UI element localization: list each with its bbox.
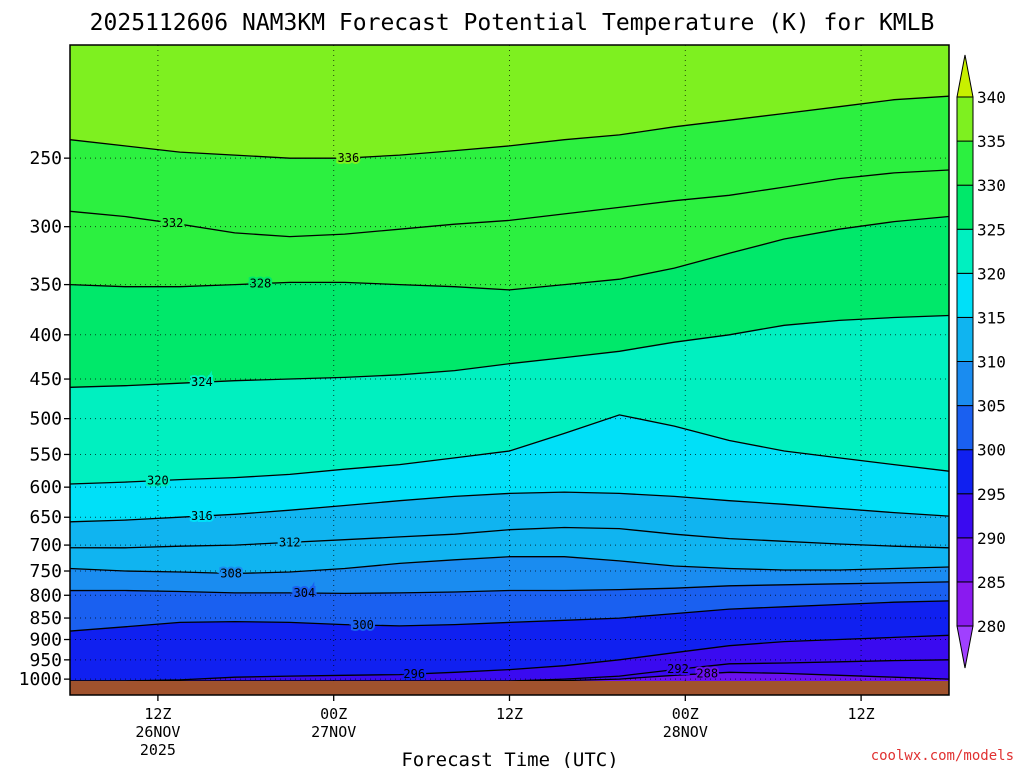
isentrope-308 xyxy=(70,556,949,575)
y-tick-label: 700 xyxy=(29,535,62,556)
colorbar-label: 335 xyxy=(977,132,1006,151)
colorbar-bin xyxy=(956,316,974,362)
isentrope-label: 300 xyxy=(352,618,374,632)
colorbar-label: 300 xyxy=(977,441,1006,460)
layer-fills xyxy=(70,96,949,681)
grid xyxy=(70,45,949,681)
x-tick-label: 00Z xyxy=(672,705,699,723)
x-tick-label: 00Z xyxy=(320,705,347,723)
x-tick-label: 2025 xyxy=(140,741,176,759)
isentrope-label: 316 xyxy=(191,509,213,523)
colorbar-label: 315 xyxy=(977,308,1006,327)
x-tick-label: 27NOV xyxy=(311,723,356,741)
y-tick-label: 400 xyxy=(29,325,62,346)
colorbar-label: 280 xyxy=(977,617,1006,636)
isentrope-label: 288 xyxy=(696,667,718,681)
credit-text: coolwx.com/models xyxy=(871,748,1014,764)
isentrope-312 xyxy=(70,526,949,549)
isentrope-label: 296 xyxy=(403,667,425,681)
colorbar: 280 285 290 295 300 305 310 315 320 325 330 335 340 xyxy=(956,54,1006,669)
isentrope-288 xyxy=(70,671,949,681)
colorbar-bin xyxy=(956,537,974,583)
isentrope-label: 332 xyxy=(162,216,184,230)
isentrope-292 xyxy=(70,659,949,681)
isentrope-label: 304 xyxy=(294,586,316,600)
y-tick-label: 500 xyxy=(29,409,62,430)
isentrope-320 xyxy=(70,414,949,485)
isentrope-300 xyxy=(70,600,949,632)
colorbar-bin xyxy=(956,361,974,407)
y-tick-label: 350 xyxy=(29,275,62,296)
ground-strip xyxy=(70,681,949,695)
isentrope-316 xyxy=(70,491,949,523)
x-tick-label: 12Z xyxy=(496,705,523,723)
y-tick-label: 850 xyxy=(29,608,62,629)
colorbar-bin xyxy=(956,581,974,627)
y-tick-label: 750 xyxy=(29,561,62,582)
x-tick-label: 12Z xyxy=(144,705,171,723)
y-tick-label: 900 xyxy=(29,630,62,651)
y-axis: 2503003504004505005506006507007508008509… xyxy=(19,148,70,690)
colorbar-label: 325 xyxy=(977,220,1006,239)
colorbar-label: 340 xyxy=(977,88,1006,107)
isentrope-label: 308 xyxy=(220,566,242,580)
y-tick-label: 650 xyxy=(29,507,62,528)
isentrope-label: 312 xyxy=(279,535,301,549)
x-tick-label: 28NOV xyxy=(663,723,708,741)
isentrope-label: 336 xyxy=(338,151,360,165)
colorbar-label: 305 xyxy=(977,397,1006,416)
colorbar-bin xyxy=(956,449,974,495)
colorbar-arrow-high xyxy=(956,54,974,98)
x-tick-label: 26NOV xyxy=(135,723,180,741)
y-tick-label: 550 xyxy=(29,444,62,465)
colorbar-label: 330 xyxy=(977,176,1006,195)
layer-fill xyxy=(70,672,949,681)
colorbar-label: 290 xyxy=(977,529,1006,548)
y-tick-label: 950 xyxy=(29,650,62,671)
isentrope-324 xyxy=(70,314,949,388)
colorbar-bin xyxy=(956,228,974,274)
colorbar-bin xyxy=(956,493,974,539)
chart-title: 2025112606 NAM3KM Forecast Potential Tem… xyxy=(90,10,935,36)
isentrope-296 xyxy=(70,634,949,681)
y-tick-label: 1000 xyxy=(19,669,62,690)
isentrope-label: 328 xyxy=(250,277,272,291)
x-axis-label: Forecast Time (UTC) xyxy=(401,749,618,768)
colorbar-bin xyxy=(956,96,974,142)
colorbar-label: 295 xyxy=(977,485,1006,504)
colorbar-label: 320 xyxy=(977,264,1006,283)
colorbar-bin xyxy=(956,140,974,186)
y-tick-label: 600 xyxy=(29,477,62,498)
x-tick-label: 12Z xyxy=(848,705,875,723)
isentrope-328 xyxy=(70,215,949,291)
isentrope-label: 292 xyxy=(667,662,689,676)
colorbar-label: 285 xyxy=(977,573,1006,592)
colorbar-bin xyxy=(956,184,974,230)
y-tick-label: 800 xyxy=(29,585,62,606)
y-tick-label: 450 xyxy=(29,369,62,390)
colorbar-label: 310 xyxy=(977,353,1006,372)
colorbar-bin xyxy=(956,405,974,451)
y-tick-label: 300 xyxy=(29,217,62,238)
isentrope-label: 324 xyxy=(191,375,213,389)
colorbar-arrow-low xyxy=(956,625,974,669)
colorbar-bin xyxy=(956,272,974,318)
y-tick-label: 250 xyxy=(29,148,62,169)
